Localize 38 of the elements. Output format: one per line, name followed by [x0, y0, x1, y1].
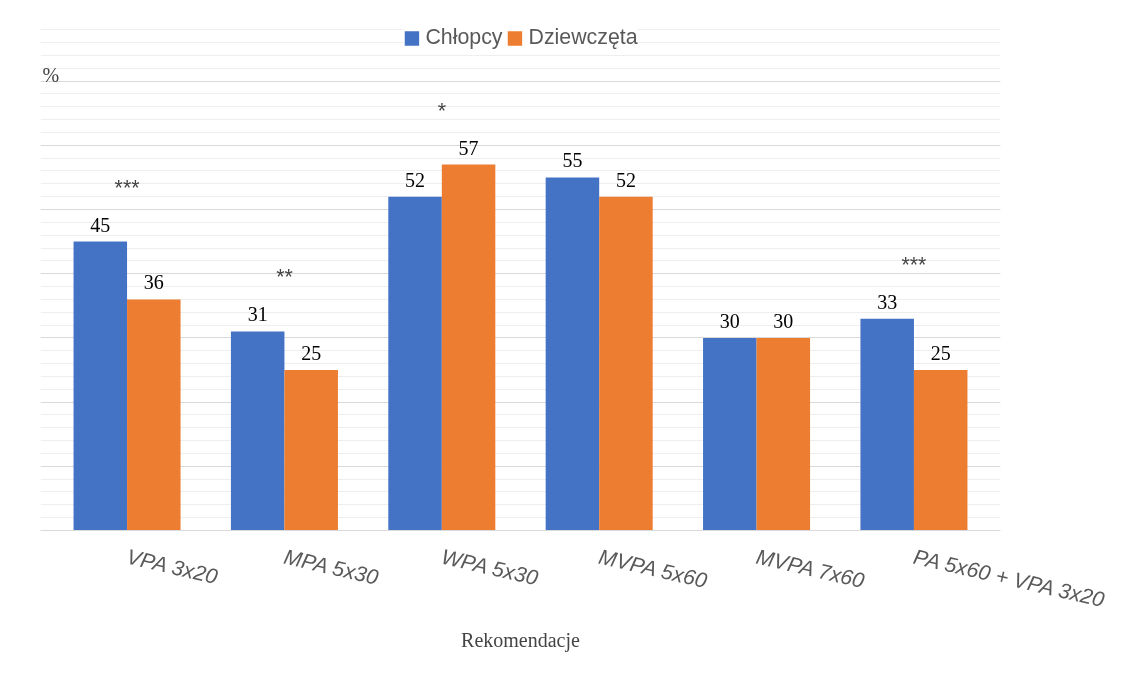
- data-label: 52: [405, 168, 426, 191]
- bar: [913, 370, 968, 531]
- legend-label: Dziewczęta: [528, 25, 638, 50]
- data-label: 36: [143, 271, 164, 294]
- bar: [388, 196, 442, 531]
- annotation: **: [276, 265, 293, 290]
- bar: [230, 331, 285, 531]
- x-tick-label: MVPA 7x60: [753, 544, 867, 594]
- x-tick-label: WPA 5x30: [439, 544, 541, 591]
- bar: [127, 299, 181, 531]
- data-label: 31: [247, 303, 268, 326]
- bar: [545, 177, 600, 531]
- bar: [441, 164, 496, 531]
- legend-label: Chłopcy: [425, 25, 503, 50]
- bar: [599, 196, 653, 531]
- bar: [73, 241, 128, 531]
- data-label: 55: [562, 149, 583, 172]
- data-label: 30: [719, 309, 740, 332]
- data-label: 30: [773, 309, 794, 332]
- x-tick-label: PA 5x60 + VPA 3x20: [911, 544, 1107, 613]
- x-tick-label: MVPA 5x60: [596, 544, 710, 594]
- y-axis-title: %: [42, 63, 60, 86]
- data-label: 45: [90, 213, 111, 236]
- bar: [860, 318, 914, 531]
- data-label: 52: [615, 168, 636, 191]
- bar: [284, 370, 338, 531]
- bar: [703, 337, 757, 531]
- annotation: ***: [114, 175, 140, 200]
- data-label: 57: [458, 136, 479, 159]
- data-label: 25: [930, 342, 951, 364]
- data-label: 25: [301, 342, 322, 364]
- x-tick-label: VPA 3x20: [124, 544, 220, 590]
- bar: [756, 337, 811, 531]
- annotation: ***: [901, 252, 927, 277]
- x-axis-title: Rekomendacje: [461, 629, 581, 653]
- data-label: 33: [877, 290, 898, 313]
- x-tick-label: MPA 5x30: [281, 544, 381, 590]
- annotation: *: [437, 98, 446, 123]
